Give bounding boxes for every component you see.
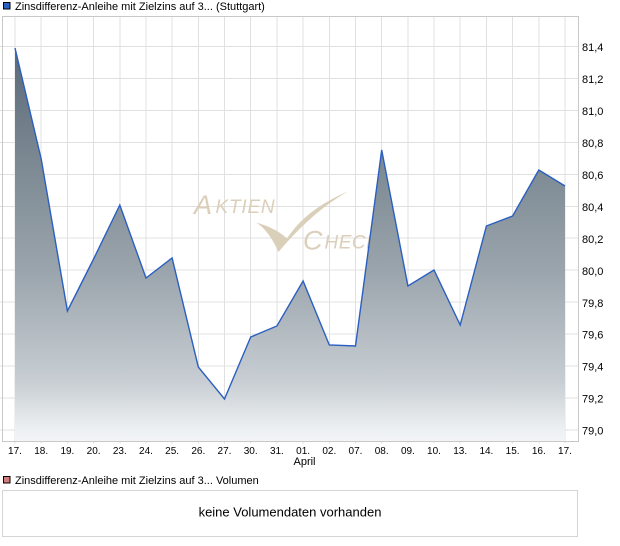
- svg-text:79,2: 79,2: [582, 394, 603, 406]
- svg-text:80,0: 80,0: [582, 266, 603, 278]
- svg-text:79,4: 79,4: [582, 362, 603, 374]
- svg-text:07.: 07.: [349, 446, 363, 457]
- svg-text:27.: 27.: [218, 446, 232, 457]
- svg-text:16.: 16.: [532, 446, 546, 457]
- svg-text:14.: 14.: [479, 446, 493, 457]
- svg-text:19.: 19.: [60, 446, 74, 457]
- svg-text:KTIEN: KTIEN: [216, 197, 276, 218]
- svg-text:17.: 17.: [558, 446, 572, 457]
- svg-text:01.: 01.: [296, 446, 310, 457]
- svg-text:keine Volumendaten vorhanden: keine Volumendaten vorhanden: [199, 504, 382, 519]
- svg-text:81,0: 81,0: [582, 106, 603, 118]
- svg-text:81,4: 81,4: [582, 42, 603, 54]
- svg-text:A: A: [192, 190, 212, 220]
- svg-text:79,8: 79,8: [582, 298, 603, 310]
- svg-text:80,4: 80,4: [582, 202, 603, 214]
- svg-text:25.: 25.: [165, 446, 179, 457]
- svg-text:81,2: 81,2: [582, 74, 603, 86]
- svg-text:09.: 09.: [401, 446, 415, 457]
- svg-text:30.: 30.: [244, 446, 258, 457]
- svg-text:13.: 13.: [453, 446, 467, 457]
- svg-text:80,8: 80,8: [582, 138, 603, 150]
- svg-text:08.: 08.: [375, 446, 389, 457]
- svg-text:Zinsdifferenz-Anleihe mit Ziel: Zinsdifferenz-Anleihe mit Zielzins auf 3…: [15, 1, 265, 13]
- svg-text:79,6: 79,6: [582, 330, 603, 342]
- svg-text:HECK: HECK: [325, 233, 381, 254]
- svg-text:80,2: 80,2: [582, 234, 603, 246]
- svg-text:80,6: 80,6: [582, 170, 603, 182]
- svg-text:April: April: [293, 456, 315, 468]
- svg-text:26.: 26.: [191, 446, 205, 457]
- svg-text:31.: 31.: [270, 446, 284, 457]
- svg-text:20.: 20.: [87, 446, 101, 457]
- svg-text:10.: 10.: [427, 446, 441, 457]
- svg-text:C: C: [303, 226, 323, 256]
- svg-text:15.: 15.: [506, 446, 520, 457]
- svg-text:02.: 02.: [322, 446, 336, 457]
- svg-text:17.: 17.: [8, 446, 22, 457]
- svg-text:23.: 23.: [113, 446, 127, 457]
- svg-text:Zinsdifferenz-Anleihe mit Ziel: Zinsdifferenz-Anleihe mit Zielzins auf 3…: [15, 475, 259, 487]
- svg-text:79,0: 79,0: [582, 426, 603, 438]
- svg-text:24.: 24.: [139, 446, 153, 457]
- svg-text:18.: 18.: [34, 446, 48, 457]
